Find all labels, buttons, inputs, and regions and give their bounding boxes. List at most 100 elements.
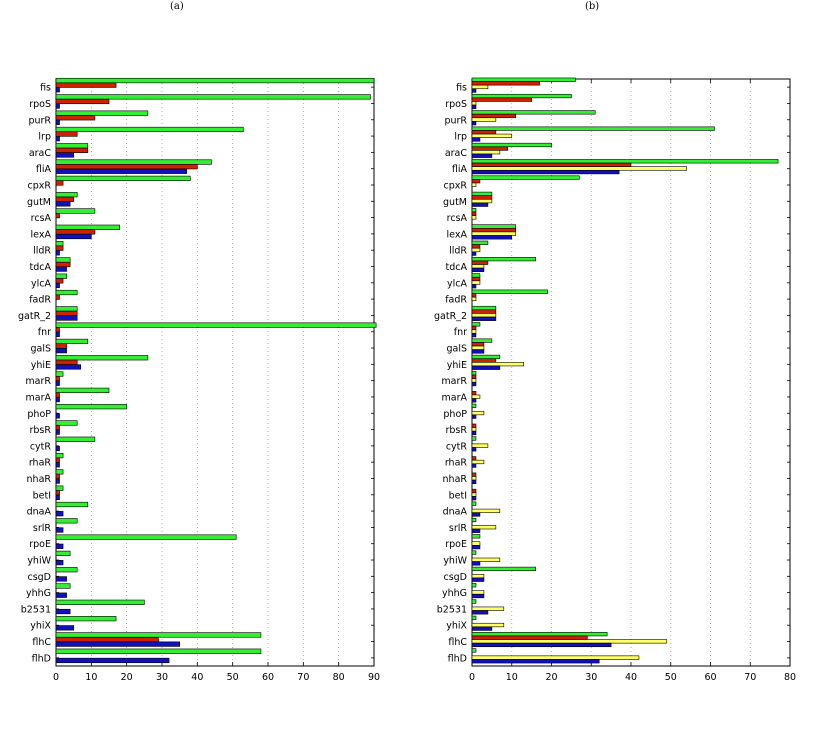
category-label: fis	[40, 83, 51, 94]
category-label: csgD	[443, 572, 467, 583]
bar-galS-s2	[471, 345, 485, 350]
category-label: flhD	[32, 653, 51, 664]
bar-gutM-s1	[471, 195, 493, 200]
bar-araC-s3	[471, 153, 493, 158]
bar-flhC-s0	[471, 632, 608, 637]
bar-marR-s0	[55, 371, 64, 377]
category-label: yhiW	[443, 556, 467, 567]
x-tick-label: 30	[585, 672, 597, 683]
bar-nhaR-s2	[471, 476, 477, 481]
bar-araC-s1	[55, 147, 89, 153]
category-label: araC	[445, 148, 468, 159]
bar-purR-s0	[471, 110, 596, 115]
x-tick-label: 60	[704, 672, 716, 683]
bar-yhiW-s0	[55, 550, 71, 557]
bar-fis-s2	[471, 84, 489, 90]
bar-yhiW-s0	[471, 550, 477, 555]
bar-rbsR-s2	[471, 427, 477, 432]
bar-yhiX-s0	[471, 615, 477, 620]
bar-betI-s1	[55, 490, 60, 496]
bar-phoP-s0	[55, 404, 127, 410]
category-label: nhaR	[443, 474, 468, 485]
category-label: betI	[449, 490, 467, 501]
bar-b2531-s3	[471, 610, 489, 615]
bar-tdcA-s0	[471, 257, 536, 262]
bar-yhiE-s1	[55, 359, 78, 365]
bar-ylcA-s1	[55, 278, 64, 284]
x-tick-label: 10	[506, 672, 518, 683]
bar-fnr-s0	[55, 322, 377, 328]
bar-fliA-s2	[55, 168, 188, 174]
bar-nhaR-s1	[471, 472, 477, 477]
bar-srlR-s0	[55, 518, 78, 524]
bar-rhaR-s2	[471, 459, 485, 465]
bar-b2531-s0	[471, 599, 477, 604]
bar-gatR_2-s1	[55, 310, 78, 317]
x-tick-label: 0	[469, 672, 475, 683]
bar-flhC-s1	[55, 636, 159, 643]
bar-marA-s3	[471, 398, 477, 403]
bar-lexA-s1	[55, 229, 96, 235]
bar-marR-s2	[471, 378, 477, 383]
bar-betI-s2	[55, 494, 60, 500]
bar-yhhG-s2	[55, 592, 67, 598]
category-label: lrp	[38, 132, 51, 143]
bar-csgD-s2	[471, 574, 485, 579]
bar-yhhG-s0	[471, 583, 477, 588]
category-label: galS	[446, 344, 467, 355]
category-label: nhaR	[27, 474, 52, 485]
bar-lrp-s1	[471, 130, 497, 135]
bar-csgD-s2	[55, 576, 67, 582]
category-label: csgD	[27, 572, 51, 583]
bar-yhiE-s1	[471, 358, 497, 363]
bar-srlR-s3	[471, 528, 481, 533]
category-label: tdcA	[446, 262, 468, 273]
category-label: yhhG	[442, 588, 467, 599]
category-label: phoP	[27, 409, 51, 420]
bar-araC-s0	[55, 143, 89, 149]
bar-marR-s3	[471, 381, 477, 387]
bar-yhiW-s2	[55, 560, 64, 566]
bar-lrp-s0	[471, 126, 715, 131]
category-label: rcsA	[447, 213, 468, 224]
bar-lrp-s0	[55, 126, 244, 133]
bar-yhiE-s0	[55, 355, 149, 361]
bar-nhaR-s3	[471, 479, 477, 484]
category-label: phoP	[443, 409, 467, 420]
bar-flhD-s0	[55, 648, 262, 654]
bar-ylcA-s2	[55, 282, 60, 289]
bar-fnr-s3	[471, 333, 477, 338]
category-label: rpoS	[445, 99, 467, 110]
category-label: srlR	[449, 523, 467, 534]
bar-yhiW-s2	[471, 557, 501, 562]
bar-yhiX-s2	[55, 625, 74, 631]
bar-lldR-s2	[471, 247, 481, 253]
bar-araC-s0	[471, 142, 552, 148]
x-tick-label: 70	[297, 672, 309, 683]
category-label: yhiE	[447, 360, 467, 371]
bar-fis-s3	[471, 88, 477, 93]
x-tick-label: 90	[368, 672, 380, 683]
bar-fnr-s1	[471, 325, 477, 331]
category-label: rhaR	[29, 458, 52, 469]
x-tick-label: 50	[227, 672, 239, 683]
bar-tdcA-s2	[471, 264, 485, 269]
category-label: fis	[456, 83, 467, 94]
bar-lexA-s2	[471, 231, 517, 236]
bar-rpoS-s0	[471, 93, 572, 99]
bar-ylcA-s2	[471, 280, 481, 285]
bar-b2531-s2	[55, 608, 71, 615]
bar-fis-s0	[55, 77, 375, 84]
bar-cpxR-s2	[471, 182, 477, 187]
category-label: araC	[29, 148, 52, 159]
bar-ylcA-s3	[471, 284, 477, 289]
bar-yhiW-s3	[471, 561, 481, 566]
category-label: cytR	[30, 441, 52, 452]
bar-fadR-s0	[471, 289, 548, 294]
bar-marA-s0	[55, 387, 110, 393]
bar-lldR-s3	[471, 251, 477, 256]
bar-lexA-s0	[471, 224, 517, 229]
bar-fadR-s1	[55, 294, 60, 300]
panel-label-b: (b)	[585, 1, 600, 12]
bar-lldR-s0	[471, 240, 489, 245]
